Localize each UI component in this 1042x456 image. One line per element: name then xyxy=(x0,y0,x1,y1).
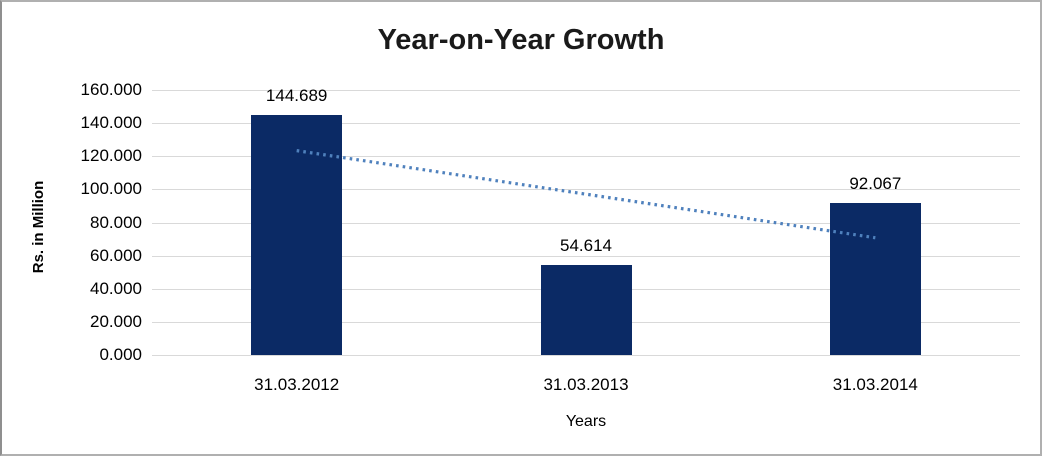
category-label: 31.03.2013 xyxy=(543,375,629,394)
bar-31-03-2012 xyxy=(251,115,343,355)
category-label: 31.03.2014 xyxy=(832,375,918,394)
y-tick-label: 20.000 xyxy=(90,311,142,331)
y-tick-label: 120.000 xyxy=(80,146,142,166)
gridline xyxy=(152,255,1020,257)
bar-31-03-2014 xyxy=(829,202,921,355)
gridline xyxy=(152,123,1020,125)
gridline xyxy=(152,222,1020,224)
y-tick-label: 100.000 xyxy=(80,179,142,199)
y-tick-label: 140.000 xyxy=(80,113,142,133)
gridline xyxy=(152,156,1020,158)
y-tick-label: 80.000 xyxy=(90,212,142,232)
plot-area xyxy=(152,90,1020,356)
gridline xyxy=(152,189,1020,191)
gridline xyxy=(152,355,1020,356)
gridline xyxy=(152,90,1020,91)
x-axis-title: Years xyxy=(565,413,607,430)
bar-31-03-2013 xyxy=(540,264,632,355)
category-label: 31.03.2012 xyxy=(254,375,340,394)
chart-title: Year-on-Year Growth xyxy=(377,24,665,56)
bar-value-label: 144.689 xyxy=(265,86,328,106)
bar-value-label: 54.614 xyxy=(560,235,612,255)
bar-value-label: 92.067 xyxy=(849,173,902,193)
y-tick-label: 60.000 xyxy=(90,245,142,265)
y-tick-label: 0.000 xyxy=(99,345,142,364)
y-tick-label: 160.000 xyxy=(80,80,142,99)
y-tick-label: 40.000 xyxy=(90,278,142,298)
trendline xyxy=(296,149,876,240)
